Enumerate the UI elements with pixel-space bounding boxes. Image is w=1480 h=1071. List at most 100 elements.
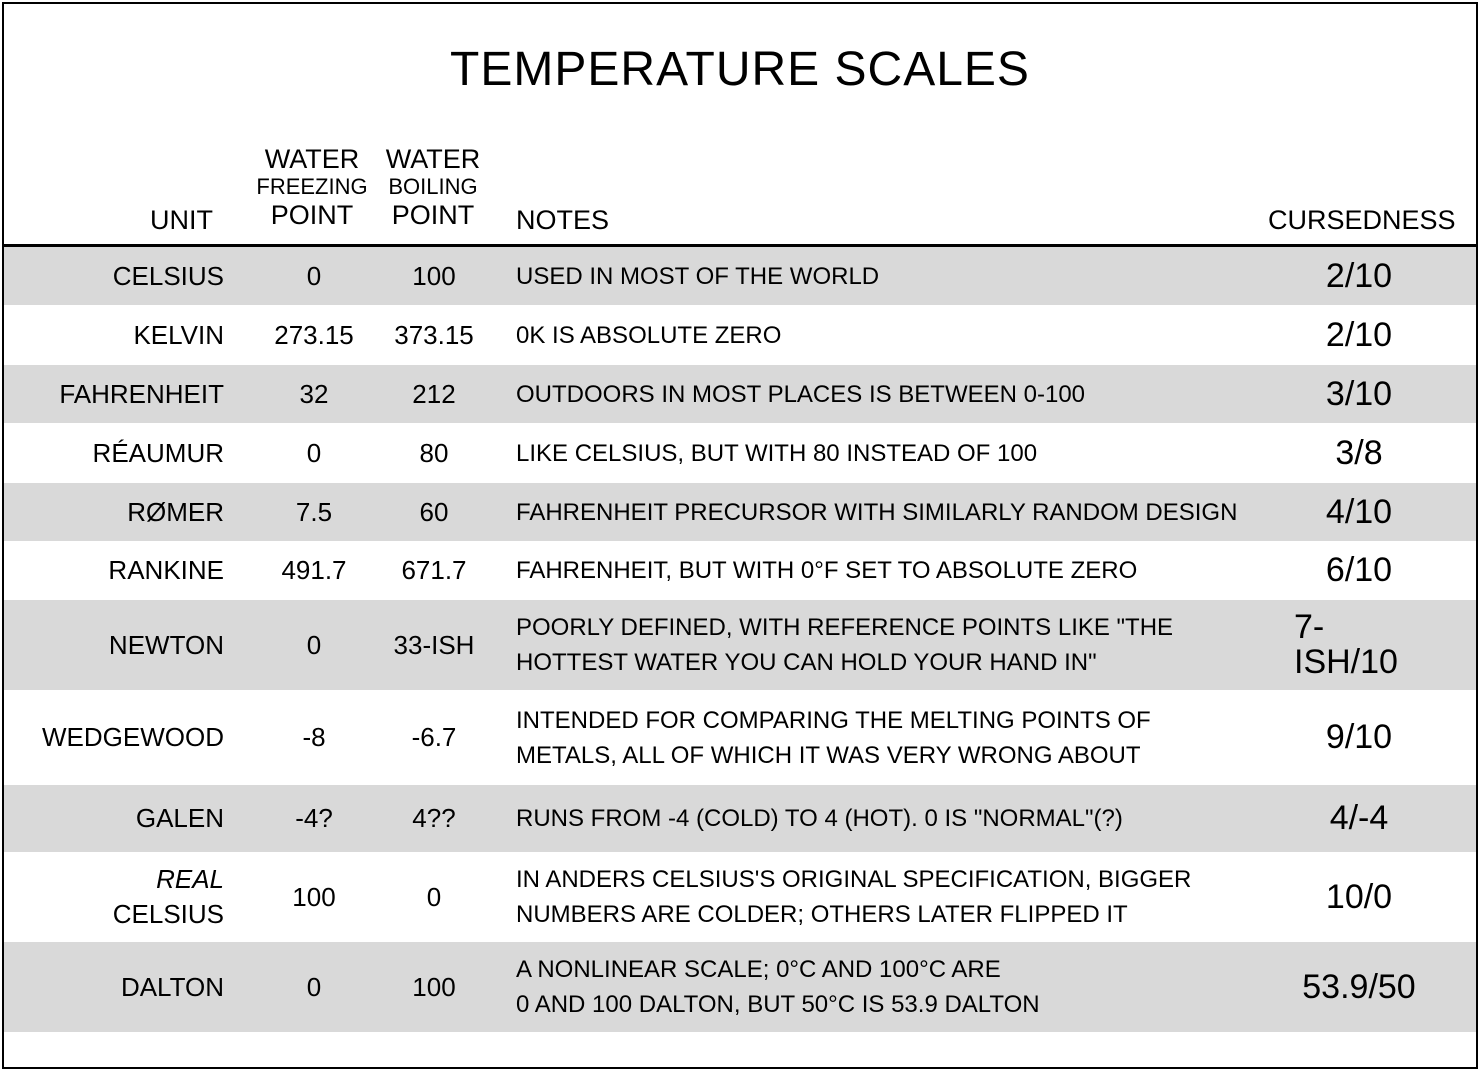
boiling-point-cell: 100: [382, 247, 486, 305]
header-freezing: Water Freezing Point: [256, 144, 368, 230]
cell-text: Dalton: [120, 971, 224, 1002]
cell-text: numbers are colder; others later flipped…: [516, 901, 1128, 928]
cursedness-cell: 4/10: [1294, 483, 1424, 541]
cell-text: 60: [419, 496, 449, 527]
notes-cell: In Anders Celsius's original specificati…: [516, 852, 1296, 942]
unit-cell: Newton: [4, 600, 224, 690]
cell-text: 100: [412, 260, 456, 291]
header-divider: [4, 244, 1476, 247]
cell-text: 3/10: [1325, 374, 1393, 413]
cell-text: 53.9/50: [1302, 967, 1416, 1006]
cell-text: Real: [156, 864, 224, 894]
cursedness-cell: 2/10: [1294, 305, 1424, 365]
cell-text: -6.7: [411, 722, 457, 752]
cell-text: -4?: [295, 803, 333, 833]
cell-text: Celsius: [112, 260, 224, 291]
notes-cell: Used in most of the world: [516, 247, 1296, 305]
cell-text: 0: [306, 437, 322, 468]
cell-text: 7.5: [295, 496, 333, 527]
boiling-point-cell: 33-ish: [382, 600, 486, 690]
cell-text: Newton: [108, 629, 224, 660]
cell-text: -8: [302, 722, 326, 752]
unit-cell: Kelvin: [4, 305, 224, 365]
unit-cell: Rømer: [4, 483, 224, 541]
cursedness-cell: 7-ish/10: [1294, 600, 1424, 690]
unit-cell: Dalton: [4, 942, 224, 1032]
boiling-point-cell: 4??: [382, 785, 486, 852]
cell-text: 0 and 100 Dalton, but 50°C is 53.9 Dalto…: [516, 991, 1040, 1018]
unit-cell: Réaumur: [4, 423, 224, 483]
cell-text: 6/10: [1325, 551, 1393, 589]
cell-text: Fahrenheit precursor with similarly rand…: [516, 498, 1238, 526]
unit-cell: Galen: [4, 785, 224, 852]
table-row: Dalton 0 100 A nonlinear scale; 0°C and 100…: [4, 942, 1476, 1032]
cell-text: 4/-4: [1329, 799, 1389, 837]
cell-text: 671.7: [401, 555, 467, 585]
cell-text: Kelvin: [133, 319, 224, 350]
boiling-point-cell: 0: [382, 852, 486, 942]
cell-text: Used in most of the world: [516, 262, 880, 290]
freezing-point-cell: 7.5: [262, 483, 366, 541]
freezing-point-cell: 0: [262, 247, 366, 305]
table-row: Réaumur 0 80 Like Celsius, but with 80 inst…: [4, 423, 1476, 483]
notes-cell: Like Celsius, but with 80 instead of 100: [516, 423, 1296, 483]
cell-text: 0: [426, 881, 442, 912]
cell-text: Rankine: [108, 555, 224, 585]
page-title: Temperature Scales: [450, 43, 1030, 96]
cursedness-cell: 3/10: [1294, 365, 1424, 423]
cell-text: 3/8: [1335, 433, 1383, 472]
cell-text: 9/10: [1325, 718, 1393, 756]
boiling-point-cell: 373.15: [382, 305, 486, 365]
cursedness-cell: 53.9/50: [1294, 942, 1424, 1032]
cursedness-cell: 10/0: [1294, 852, 1424, 942]
header-unit: Unit: [150, 205, 213, 235]
cell-text: Poorly defined, with reference points li…: [516, 614, 1174, 641]
freezing-point-cell: -8: [262, 690, 366, 785]
cell-text: 212: [412, 378, 456, 409]
notes-cell: A nonlinear scale; 0°C and 100°C are 0 an…: [516, 942, 1296, 1032]
header-boiling: Water Boiling Point: [380, 144, 486, 230]
unit-cell: Wedgewood: [4, 690, 224, 785]
notes-cell: Runs from -4 (cold) to 4 (hot). 0 is "no…: [516, 785, 1296, 852]
cell-text: Wedgewood: [42, 722, 224, 752]
freezing-point-cell: 491.7: [262, 541, 366, 600]
table-row: Rankine 491.7 671.7 Fahrenheit, but with 0°…: [4, 541, 1476, 600]
cell-text: Runs from -4 (cold) to 4 (hot). 0 is "no…: [516, 805, 1123, 832]
table-row: Galen -4? 4?? Runs from -4 (cold) to 4 (hot…: [4, 785, 1476, 852]
cell-text: 100: [412, 971, 456, 1002]
cell-text: Like Celsius, but with 80 instead of 100: [516, 439, 1038, 467]
header-boiling-line2: Boiling: [388, 174, 478, 199]
cursedness-cell: 4/-4: [1294, 785, 1424, 852]
unit-cell: Rankine: [4, 541, 224, 600]
cell-text: hottest water you can hold your hand in": [516, 649, 1097, 676]
header-boiling-line3: Point: [391, 200, 475, 230]
cell-text: metals, all of which it was very wrong a…: [516, 741, 1141, 769]
boiling-point-cell: 212: [382, 365, 486, 423]
cell-text: 2/10: [1325, 256, 1393, 295]
cursedness-cell: 6/10: [1294, 541, 1424, 600]
header-freezing-line1: Water: [264, 144, 360, 174]
cell-text: 80: [419, 437, 449, 468]
header-boiling-line1: Water: [385, 144, 481, 174]
freezing-point-cell: 273.15: [262, 305, 366, 365]
cell-text: 33-ish: [393, 629, 475, 660]
table-row: Newton 0 33-ish Poorly defined, with refere…: [4, 600, 1476, 690]
boiling-point-cell: 671.7: [382, 541, 486, 600]
cursedness-cell: 2/10: [1294, 247, 1424, 305]
cell-text: 0K is absolute zero: [516, 321, 782, 349]
cell-text: In Anders Celsius's original specificati…: [516, 866, 1192, 893]
table-row: Rømer 7.5 60 Fahrenheit precursor with simi…: [4, 483, 1476, 541]
freezing-point-cell: 0: [262, 942, 366, 1032]
boiling-point-cell: 60: [382, 483, 486, 541]
cell-text: 4??: [412, 803, 456, 833]
unit-cell: Celsius: [4, 247, 224, 305]
cell-text: 10/0: [1325, 877, 1393, 916]
freezing-point-cell: 0: [262, 600, 366, 690]
table-row: Real Celsius 100 0 In Anders Celsius's origi…: [4, 852, 1476, 942]
cursedness-cell: 9/10: [1294, 690, 1424, 785]
boiling-point-cell: 100: [382, 942, 486, 1032]
cursedness-cell: 3/8: [1294, 423, 1424, 483]
notes-cell: Outdoors in most places is between 0-100: [516, 365, 1296, 423]
header-notes: Notes: [516, 205, 610, 235]
table-row: Kelvin 273.15 373.15 0K is absolute zero 2/1…: [4, 305, 1476, 365]
